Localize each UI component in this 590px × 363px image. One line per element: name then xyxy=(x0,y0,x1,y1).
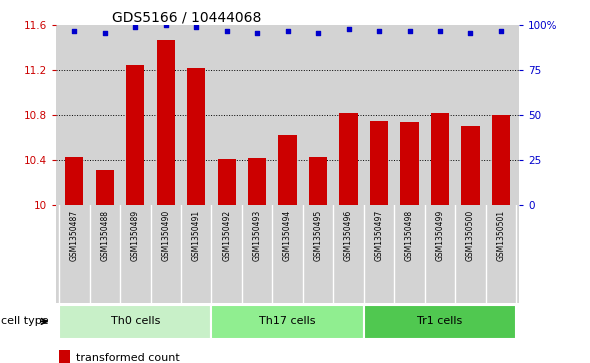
Point xyxy=(374,28,384,34)
Bar xyxy=(461,126,480,205)
Bar xyxy=(339,113,358,205)
Text: GSM1350494: GSM1350494 xyxy=(283,210,292,261)
Text: GSM1350492: GSM1350492 xyxy=(222,210,231,261)
Point xyxy=(466,30,475,36)
Text: GSM1350498: GSM1350498 xyxy=(405,210,414,261)
Bar xyxy=(248,158,266,205)
Text: transformed count: transformed count xyxy=(76,353,179,363)
Bar xyxy=(59,305,211,339)
Point xyxy=(100,30,110,36)
Bar xyxy=(309,157,327,205)
Bar xyxy=(401,122,419,205)
Text: GSM1350495: GSM1350495 xyxy=(314,210,323,261)
Point xyxy=(344,26,353,32)
Text: cell type: cell type xyxy=(1,317,49,326)
Text: GSM1350497: GSM1350497 xyxy=(375,210,384,261)
Bar xyxy=(364,305,516,339)
Text: GSM1350493: GSM1350493 xyxy=(253,210,261,261)
Text: GSM1350490: GSM1350490 xyxy=(161,210,171,261)
Point xyxy=(283,28,293,34)
Text: GSM1350499: GSM1350499 xyxy=(435,210,444,261)
Bar xyxy=(211,305,364,339)
Bar xyxy=(126,65,145,205)
Text: GSM1350500: GSM1350500 xyxy=(466,210,475,261)
Point xyxy=(435,28,445,34)
Text: GSM1350489: GSM1350489 xyxy=(131,210,140,261)
Bar xyxy=(59,350,70,363)
Text: GSM1350501: GSM1350501 xyxy=(496,210,506,261)
Text: GSM1350491: GSM1350491 xyxy=(192,210,201,261)
Bar xyxy=(431,113,449,205)
Text: GSM1350487: GSM1350487 xyxy=(70,210,79,261)
Point xyxy=(313,30,323,36)
Text: GSM1350496: GSM1350496 xyxy=(344,210,353,261)
Bar xyxy=(492,115,510,205)
Point xyxy=(161,23,171,28)
Point xyxy=(405,28,414,34)
Point xyxy=(70,28,79,34)
Point xyxy=(192,24,201,30)
Bar xyxy=(278,135,297,205)
Point xyxy=(496,28,506,34)
Text: Tr1 cells: Tr1 cells xyxy=(417,317,463,326)
Bar xyxy=(156,40,175,205)
Text: Th17 cells: Th17 cells xyxy=(260,317,316,326)
Text: GDS5166 / 10444068: GDS5166 / 10444068 xyxy=(112,10,261,24)
Bar xyxy=(370,121,388,205)
Bar xyxy=(218,159,236,205)
Point xyxy=(222,28,231,34)
Bar xyxy=(187,68,205,205)
Text: Th0 cells: Th0 cells xyxy=(110,317,160,326)
Point xyxy=(253,30,262,36)
Text: GSM1350488: GSM1350488 xyxy=(100,210,109,261)
Point xyxy=(130,24,140,30)
Bar xyxy=(96,170,114,205)
Bar xyxy=(65,157,83,205)
